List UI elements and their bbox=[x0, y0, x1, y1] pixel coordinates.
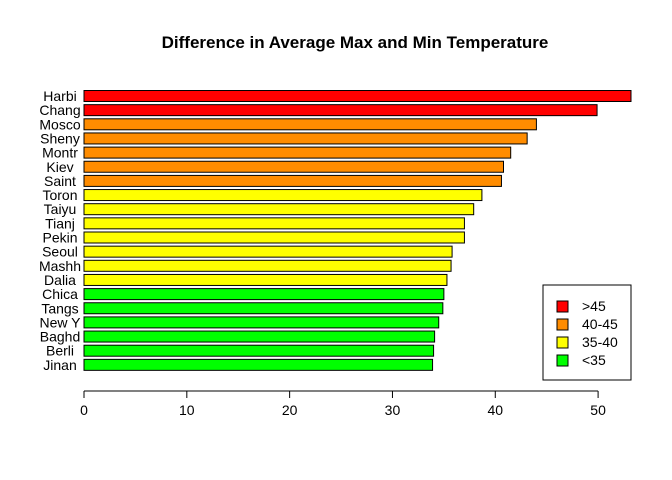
bar bbox=[83, 90, 632, 102]
legend-swatch bbox=[556, 300, 569, 313]
bar bbox=[83, 118, 537, 131]
x-tick-label: 10 bbox=[179, 402, 195, 418]
legend-swatch bbox=[556, 318, 569, 331]
bar bbox=[83, 316, 440, 329]
legend-label: 35-40 bbox=[582, 334, 618, 350]
category-label: Tianj bbox=[45, 215, 75, 231]
chart-title: Difference in Average Max and Min Temper… bbox=[162, 33, 549, 52]
category-label: Taiyu bbox=[44, 201, 77, 217]
category-label: Chica bbox=[42, 286, 78, 302]
legend-label: >45 bbox=[582, 298, 606, 314]
bar bbox=[83, 273, 448, 286]
bar bbox=[83, 104, 598, 117]
bar bbox=[83, 358, 434, 371]
bar bbox=[83, 146, 512, 159]
category-label: Jinan bbox=[43, 357, 76, 373]
category-label: Saint bbox=[44, 173, 76, 189]
category-label: Chang bbox=[39, 102, 80, 118]
category-label: Seoul bbox=[42, 244, 78, 260]
category-label: Mashh bbox=[39, 258, 81, 274]
category-label: Pekin bbox=[42, 230, 77, 246]
legend-label: 40-45 bbox=[582, 316, 618, 332]
category-label: Tangs bbox=[41, 300, 78, 316]
bar bbox=[83, 189, 483, 202]
bar bbox=[83, 160, 504, 173]
category-label: Dalia bbox=[44, 272, 76, 288]
legend-swatch bbox=[556, 336, 569, 349]
bar bbox=[83, 217, 465, 230]
x-tick-label: 0 bbox=[80, 402, 88, 418]
bar bbox=[83, 203, 475, 216]
x-tick-label: 40 bbox=[487, 402, 503, 418]
bar bbox=[83, 344, 435, 357]
bar bbox=[83, 245, 453, 258]
x-axis: 0 10 20 30 40 50 bbox=[80, 390, 606, 418]
x-tick-label: 30 bbox=[385, 402, 401, 418]
bar bbox=[83, 330, 436, 343]
category-label: Baghd bbox=[40, 329, 80, 345]
bar bbox=[83, 302, 444, 315]
bar-group bbox=[83, 90, 632, 371]
category-label: Mosco bbox=[39, 116, 80, 132]
bar bbox=[83, 174, 502, 187]
category-label: Berli bbox=[46, 343, 74, 359]
bar bbox=[83, 231, 465, 244]
category-label: New Y bbox=[40, 314, 82, 330]
bar bbox=[83, 259, 452, 272]
x-tick-label: 50 bbox=[590, 402, 606, 418]
category-label: Harbi bbox=[43, 88, 76, 104]
category-label: Sheny bbox=[40, 130, 80, 146]
x-tick-label: 20 bbox=[282, 402, 298, 418]
legend: >45 40-45 35-40 <35 bbox=[542, 284, 632, 381]
category-label: Montr bbox=[42, 145, 78, 161]
category-labels: HarbiChangMoscoShenyMontrKievSaintToronT… bbox=[39, 88, 81, 373]
bar bbox=[83, 288, 445, 301]
category-label: Toron bbox=[42, 187, 77, 203]
bar bbox=[83, 132, 528, 145]
legend-swatch bbox=[556, 354, 569, 367]
category-label: Kiev bbox=[46, 159, 73, 175]
legend-label: <35 bbox=[582, 352, 606, 368]
